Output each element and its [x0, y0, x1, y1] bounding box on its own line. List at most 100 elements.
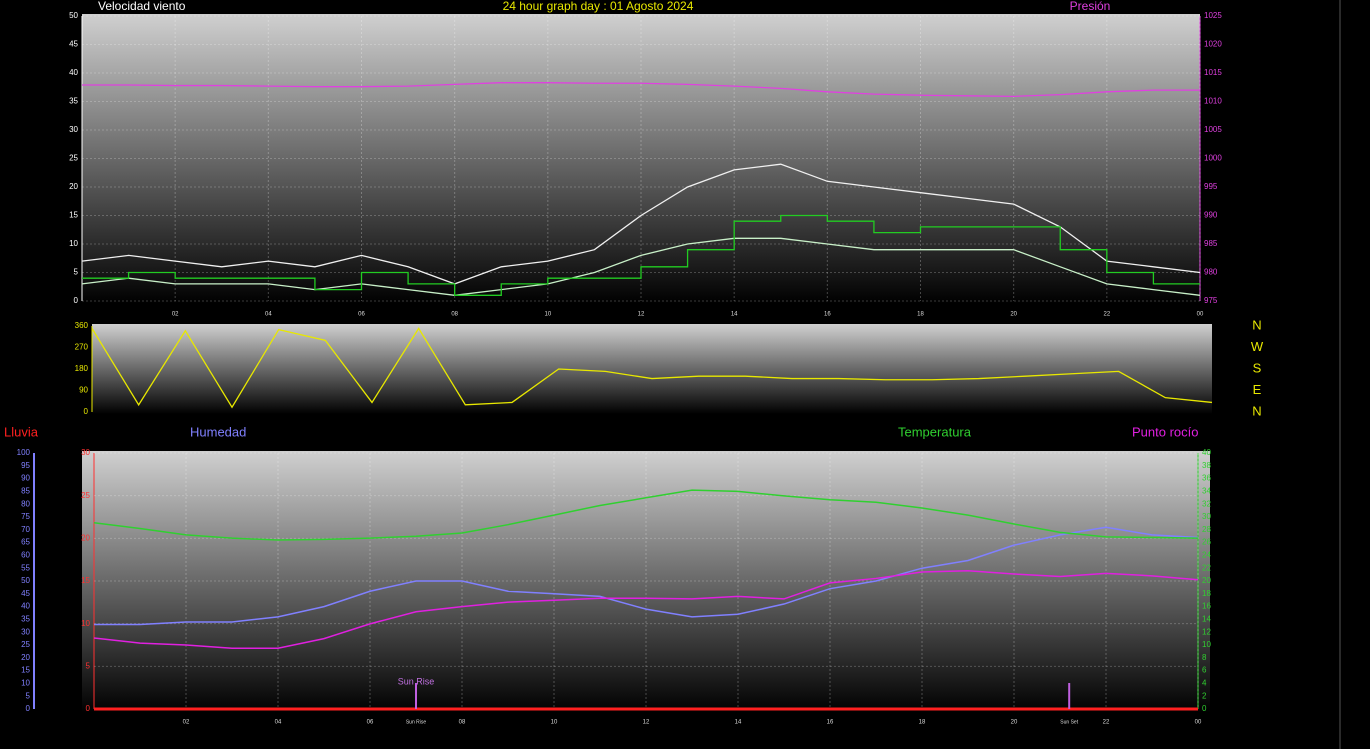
direction-label: N [1252, 403, 1261, 418]
y3-tick-label: 15 [21, 666, 30, 675]
x-tick-label: 02 [183, 720, 190, 726]
y2-tick-label: 980 [1204, 268, 1218, 277]
x-tick-label: 06 [358, 312, 365, 318]
y3-tick-label: 50 [21, 576, 30, 585]
x-tick-label: 20 [1011, 720, 1018, 726]
y3-tick-label: 60 [21, 551, 30, 560]
series-line [82, 214, 1200, 296]
x-tick-label: 18 [917, 312, 924, 318]
series-line [93, 570, 1199, 649]
y3-tick-label: 75 [21, 512, 30, 521]
plot-background [82, 451, 1210, 713]
y2-tick-label: 985 [1204, 239, 1218, 248]
legend-label: Humedad [190, 424, 246, 439]
y2-tick-label: 1005 [1204, 125, 1222, 134]
direction-label: W [1251, 339, 1264, 354]
y2-tick-label: 1020 [1204, 40, 1222, 49]
y-tick-label: 0 [84, 407, 89, 416]
annotation-axis-label: Sun Rise [406, 719, 427, 725]
y-axis-title: Velocidad viento [98, 0, 186, 13]
y3-tick-label: 40 [21, 602, 30, 611]
y3-tick-label: 20 [21, 653, 30, 662]
x-tick-label: 00 [1197, 312, 1204, 318]
y2-tick-label: 20 [1202, 576, 1211, 585]
y-tick-label: 40 [69, 68, 78, 77]
y3-tick-label: 100 [17, 448, 31, 457]
x-tick-label: 10 [551, 720, 558, 726]
plot-background [92, 324, 1212, 414]
y2-tick-label: 990 [1204, 211, 1218, 220]
y2-tick-label: 0 [1202, 704, 1207, 713]
series-line [93, 489, 1199, 541]
y2-tick-label: 38 [1202, 461, 1211, 470]
x-tick-label: 02 [172, 312, 179, 318]
y2-tick-label: 2 [1202, 691, 1207, 700]
y-tick-label: 0 [74, 296, 79, 305]
y-tick-label: 30 [69, 125, 78, 134]
y3-tick-label: 25 [21, 640, 30, 649]
y3-tick-label: 30 [21, 627, 30, 636]
x-tick-label: 16 [827, 720, 834, 726]
x-tick-label: 04 [275, 720, 282, 726]
y-tick-label: 90 [79, 386, 88, 395]
y-tick-label: 180 [75, 364, 89, 373]
series-line [91, 327, 1213, 409]
legend-label: Punto rocío [1132, 424, 1199, 439]
y2-tick-label: 975 [1204, 296, 1218, 305]
y-tick-label: 45 [69, 40, 78, 49]
y3-tick-label: 45 [21, 589, 30, 598]
y3-tick-label: 65 [21, 538, 30, 547]
y2-tick-label: 36 [1202, 474, 1211, 483]
y3-tick-label: 35 [21, 615, 30, 624]
x-tick-label: 22 [1103, 312, 1110, 318]
y3-tick-label: 5 [26, 691, 31, 700]
y-tick-label: 25 [81, 491, 90, 500]
y2-tick-label: 10 [1202, 640, 1211, 649]
x-tick-label: 00 [1195, 720, 1202, 726]
y2-tick-label: 995 [1204, 182, 1218, 191]
series-line [82, 82, 1200, 98]
y2-tick-label: 24 [1202, 551, 1211, 560]
y2-tick-label: 14 [1202, 615, 1211, 624]
x-tick-label: 10 [544, 312, 551, 318]
y2-tick-label: 32 [1202, 499, 1211, 508]
y2-tick-label: 1010 [1204, 97, 1222, 106]
y2-tick-label: 30 [1202, 512, 1211, 521]
y2-tick-label: 22 [1202, 563, 1211, 572]
legend-label: Temperatura [898, 424, 972, 439]
y-tick-label: 50 [69, 11, 78, 20]
y-tick-label: 270 [75, 343, 89, 352]
direction-label: N [1252, 317, 1261, 332]
y2-tick-label: 1015 [1204, 68, 1222, 77]
series-line [94, 526, 1199, 626]
y2-tick-label: 4 [1202, 679, 1207, 688]
y3-tick-label: 70 [21, 525, 30, 534]
y-tick-label: 20 [69, 182, 78, 191]
y-tick-label: 15 [81, 576, 90, 585]
y2-axis-title: Presión [1070, 0, 1111, 13]
x-tick-label: 08 [451, 312, 458, 318]
x-tick-label: 18 [919, 720, 926, 726]
y3-tick-label: 10 [21, 679, 30, 688]
direction-label: S [1253, 360, 1262, 375]
y-tick-label: 10 [69, 239, 78, 248]
direction-label: E [1253, 382, 1262, 397]
y-tick-label: 5 [74, 268, 79, 277]
y-tick-label: 25 [69, 154, 78, 163]
annotation-axis-label: Sun Set [1060, 719, 1078, 725]
y3-tick-label: 85 [21, 487, 30, 496]
y2-tick-label: 1000 [1204, 154, 1222, 163]
y3-tick-label: 95 [21, 461, 30, 470]
y2-tick-label: 18 [1202, 589, 1211, 598]
y2-tick-label: 12 [1202, 627, 1211, 636]
x-tick-label: 20 [1010, 312, 1017, 318]
y3-tick-label: 55 [21, 563, 30, 572]
x-tick-label: 22 [1103, 720, 1110, 726]
y3-tick-label: 90 [21, 474, 30, 483]
y-tick-label: 35 [69, 97, 78, 106]
x-tick-label: 16 [824, 312, 831, 318]
x-tick-label: 12 [643, 720, 650, 726]
y-tick-label: 15 [69, 211, 78, 220]
y-tick-label: 0 [86, 704, 91, 713]
